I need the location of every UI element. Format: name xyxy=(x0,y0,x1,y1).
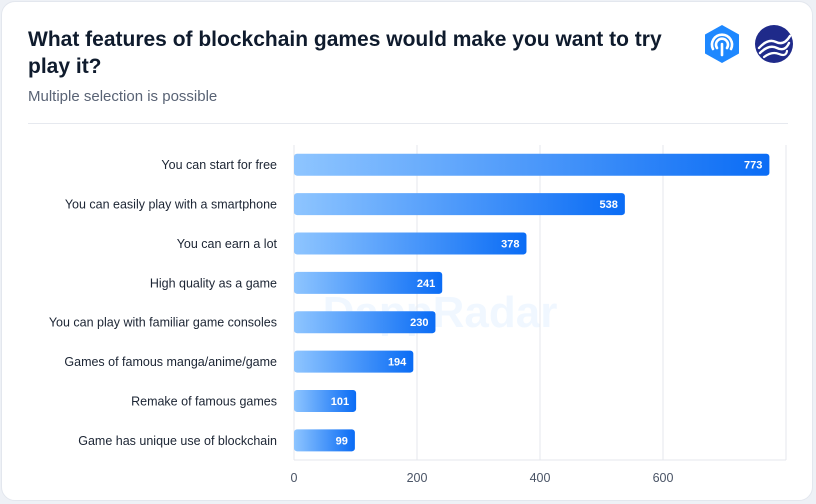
x-tick-label: 600 xyxy=(653,471,674,485)
bar xyxy=(294,232,527,255)
category-label: You can easily play with a smartphone xyxy=(65,198,277,212)
bar-value-label: 378 xyxy=(501,238,519,250)
bar xyxy=(294,429,355,452)
category-label: You can start for free xyxy=(161,158,277,172)
x-tick-label: 0 xyxy=(291,471,298,485)
x-tick-label: 200 xyxy=(407,471,428,485)
chart-subtitle: Multiple selection is possible xyxy=(28,88,218,105)
bar xyxy=(294,153,770,176)
category-label: High quality as a game xyxy=(150,276,277,290)
hexagon-radar-logo xyxy=(705,25,739,63)
bar xyxy=(294,193,625,216)
bar-value-label: 99 xyxy=(336,435,348,447)
bar-value-label: 241 xyxy=(417,278,435,290)
chart-title: What features of blockchain games would … xyxy=(28,28,662,78)
bar xyxy=(294,389,357,412)
bar-value-label: 230 xyxy=(410,317,428,329)
header-divider xyxy=(28,123,788,124)
x-tick-label: 400 xyxy=(530,471,551,485)
category-label: You can earn a lot xyxy=(177,237,278,251)
bar-value-label: 101 xyxy=(331,396,349,408)
wave-circle-logo xyxy=(755,25,793,63)
category-label: You can play with familiar game consoles xyxy=(49,316,277,330)
bar-value-label: 538 xyxy=(600,199,618,211)
category-label: Games of famous manga/anime/game xyxy=(64,355,277,369)
bar-value-label: 194 xyxy=(388,357,407,369)
category-label: Game has unique use of blockchain xyxy=(78,434,277,448)
bar-value-label: 773 xyxy=(744,160,762,172)
bar xyxy=(294,271,443,294)
category-label: Remake of famous games xyxy=(131,394,277,408)
bar xyxy=(294,311,436,334)
bar xyxy=(294,350,414,373)
